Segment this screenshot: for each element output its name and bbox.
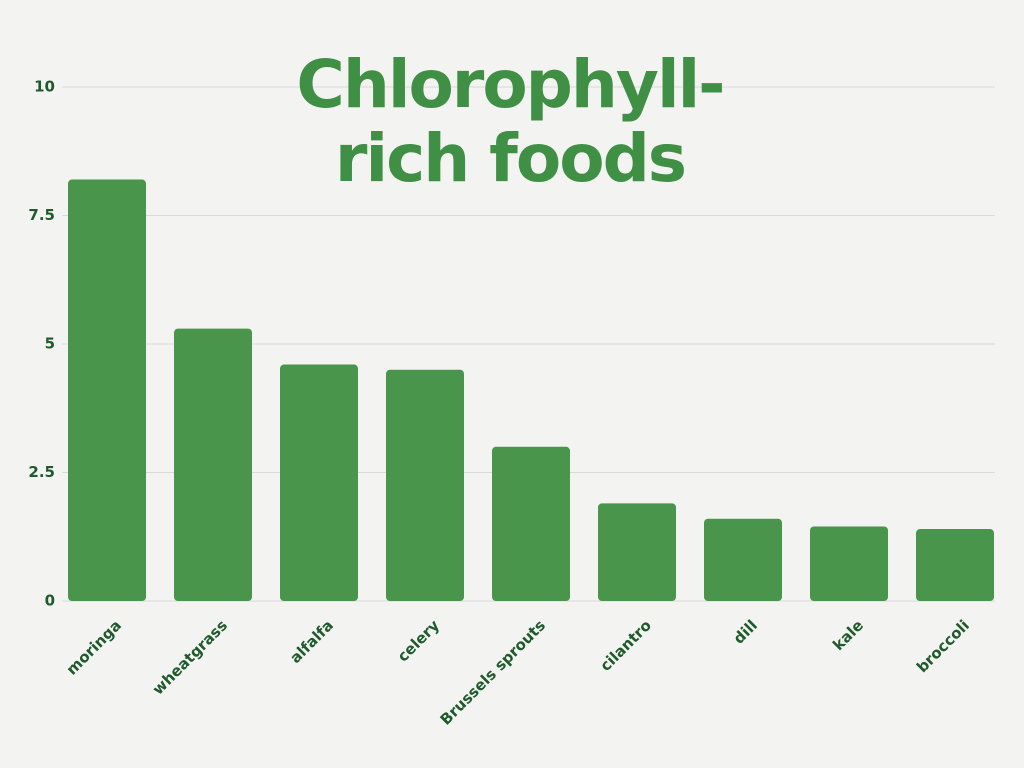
x-tick-label: moringa xyxy=(63,616,125,678)
bar xyxy=(174,328,252,601)
bar xyxy=(280,364,358,601)
x-tick-label: cilantro xyxy=(596,616,655,675)
x-tick-label: kale xyxy=(829,616,867,654)
x-tick-label: dill xyxy=(730,616,761,647)
chart-title: Chlorophyll-rich foods xyxy=(296,46,725,197)
y-tick-label: 0 xyxy=(45,592,55,610)
bar xyxy=(386,369,464,601)
bar xyxy=(68,179,146,601)
x-tick-label: broccoli xyxy=(913,616,973,676)
y-tick-label: 7.5 xyxy=(28,206,55,224)
y-tick-label: 5 xyxy=(45,335,55,353)
bar xyxy=(810,526,888,601)
bar xyxy=(704,518,782,601)
x-tick-label: alfalfa xyxy=(286,616,337,667)
y-tick-label: 10 xyxy=(34,78,55,96)
y-tick-label: 2.5 xyxy=(28,463,55,481)
bar xyxy=(598,503,676,601)
x-tick-label: wheatgrass xyxy=(149,616,231,698)
x-tick-label: celery xyxy=(394,616,443,665)
bar xyxy=(492,446,570,601)
bar xyxy=(916,529,994,601)
x-tick-label: Brussels sprouts xyxy=(437,616,549,728)
